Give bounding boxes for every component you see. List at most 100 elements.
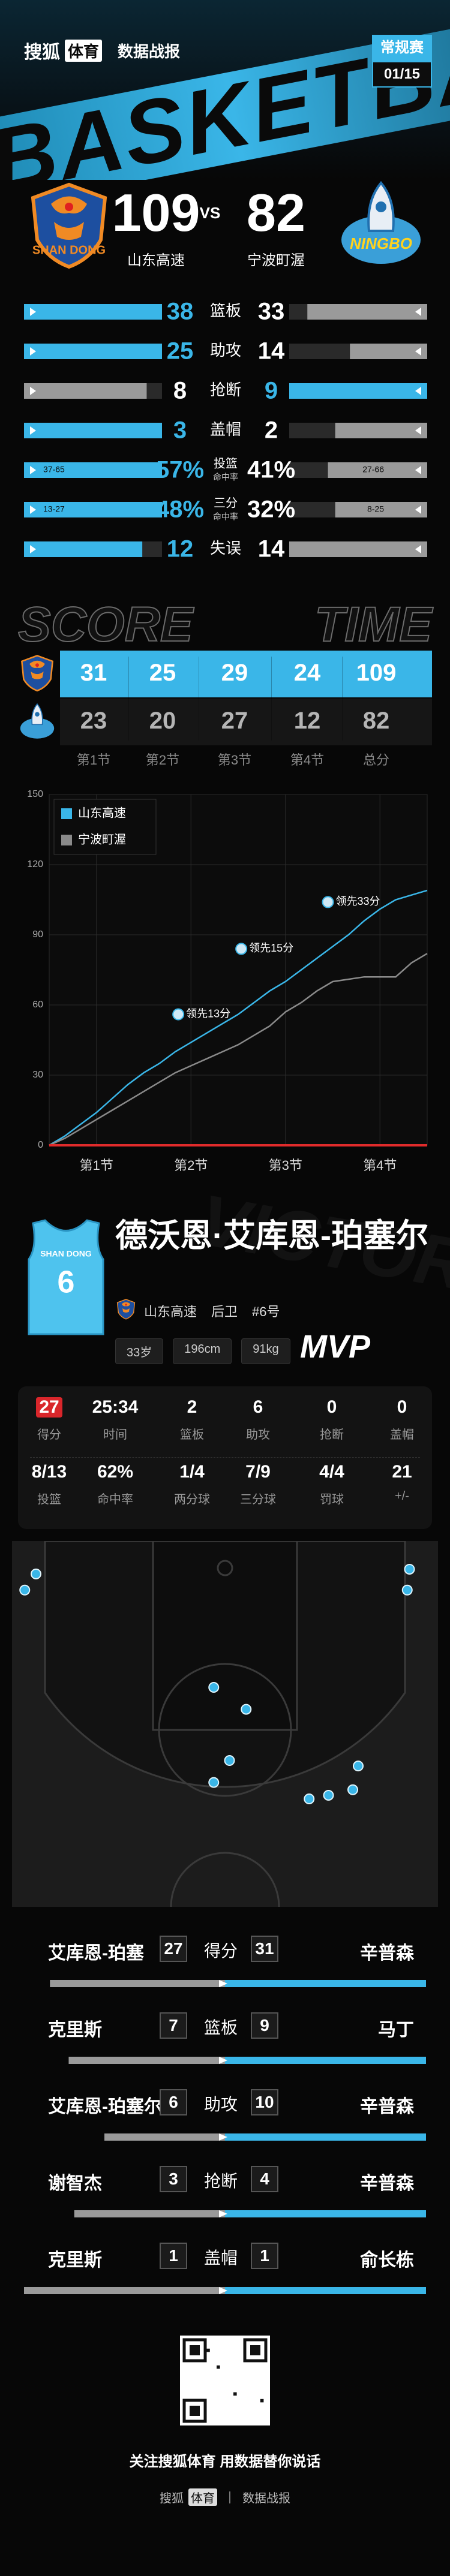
quarter-label: 第4节 [290,753,325,768]
qr-finder [182,2338,207,2363]
badge-date: 01/15 [372,61,432,88]
jersey: SHAN DONG 6 [28,1219,104,1335]
leader-away-name: 俞长栋 [360,2250,414,2270]
logo-shield [31,182,107,269]
stat-bar [335,502,427,517]
team-stats: 38 33 篮板 25 14 助攻 8 9 抢断 3 2 盖帽 37-65 27-66 57% 41% 投篮命中… [24,299,427,562]
y-tick-label: 120 [27,859,43,869]
stat-arrow [30,347,36,356]
logo-base [20,718,55,739]
player-pills: 33岁 196cm 91kg [115,1338,290,1364]
stat-value: 3 [173,417,187,444]
leader-home-name: 克里斯 [48,2250,102,2270]
leader-bar-away [225,2133,426,2141]
qr-cell [233,2392,237,2396]
player-stat-value: 6 [253,1397,263,1417]
leader-bar [50,1980,426,1987]
stat-value: 12 [167,536,194,562]
line-chart: 0 30 60 90 120 150 第1节 第2节 第3节 第4节 领先13分 领先15分 领先33分… [27,789,428,1173]
x-tick-label: 第1节 [80,1158,113,1173]
leader-bar-home [24,2287,225,2294]
qr-finder-core [190,2345,200,2355]
quarter-away: 27 [221,708,248,734]
stat-bar [24,383,147,399]
stat-arrow [415,545,421,553]
leader-home-value: 7 [160,2012,187,2039]
player-stat-value: 0 [326,1397,337,1417]
qr-code [180,2336,270,2425]
player-stat-value: 25:34 [92,1397,139,1417]
brand: 搜狐 体育 数据战报 [24,37,180,64]
away-logo: NINGBO [341,180,421,264]
shot [31,1568,41,1579]
leader-bar-home [68,2057,225,2064]
stat-arrow [30,466,36,474]
shot [208,1777,220,1788]
qr-finder-core [250,2345,260,2355]
away-logo [20,703,55,739]
stat-bar [328,462,427,478]
leader-arrow [219,2133,227,2141]
leader-home-value: 1 [160,2243,187,2269]
player-stat-label: 命中率 [97,1493,133,1506]
stat-bar [24,541,143,557]
qr-finder [182,2399,207,2423]
stat-value: 48% [156,496,204,523]
jersey-number: 6 [58,1265,75,1300]
home-logo [116,1299,136,1320]
logo-text: NINGBO [350,234,412,252]
quarter-divider [128,657,129,741]
shot [404,1563,415,1575]
logo-text: SHAN DONG [32,243,106,257]
player-stat-value: 0 [397,1397,407,1417]
leader-bar [24,2287,426,2294]
logo-eye [35,663,39,667]
legend-swatch [61,835,72,845]
leader-away-name: 马丁 [378,2020,414,2040]
vs: VS [199,204,221,222]
logo-dragon [29,660,45,679]
leader-bar-away [225,2210,426,2217]
leader-away-value: 4 [251,2166,278,2192]
annotation: 领先33分 [336,895,380,907]
court-ft-circle [158,1663,292,1797]
logo-dragon [121,1302,131,1313]
player-stat-label: 两分球 [174,1493,210,1506]
leader-label: 抢断 [203,2172,238,2190]
stat-value: 33 [258,299,285,325]
logo-shield [21,655,53,692]
leader-away-name: 辛普森 [360,2097,414,2117]
leader-home-value: 27 [160,1936,187,1962]
stat-label: 篮板 [210,302,241,320]
header: BASKETBALL 搜狐 体育 数据战报 常规赛 01/15 [0,0,450,180]
leader-away-name: 辛普森 [360,1943,414,1963]
legend-label: 宁波町渥 [78,832,126,846]
quarter-away: 20 [149,708,176,734]
player-stat-value: 1/4 [179,1462,205,1482]
player-height: 196cm [173,1338,232,1364]
logo-eye [125,1304,127,1306]
logo-shield [116,1299,136,1320]
shot [19,1584,31,1596]
leader-label: 得分 [203,1942,238,1960]
player-stat-value: 62% [97,1462,134,1482]
player-age: 33岁 [115,1338,164,1364]
leader-home-value: 6 [160,2089,187,2115]
stat-bar [289,541,427,557]
qr-cell [260,2399,264,2403]
stat-value: 25 [167,338,194,365]
leader-bar-away [225,2287,426,2294]
leader-away-value: 1 [251,2243,278,2269]
player-stat-label: 得分 [37,1428,61,1442]
stat-value: 57% [156,457,204,483]
leader-away-name: 辛普森 [360,2174,414,2193]
stat-label: 失误 [210,539,241,557]
qr-finder [243,2338,268,2363]
stat-detail: 27-66 [362,465,384,474]
y-tick-label: 90 [32,929,43,940]
stat-bar [24,304,162,320]
quarter-label: 第3节 [217,753,252,768]
y-tick-label: 60 [32,1000,43,1010]
x-tick-label: 第4节 [363,1158,397,1173]
